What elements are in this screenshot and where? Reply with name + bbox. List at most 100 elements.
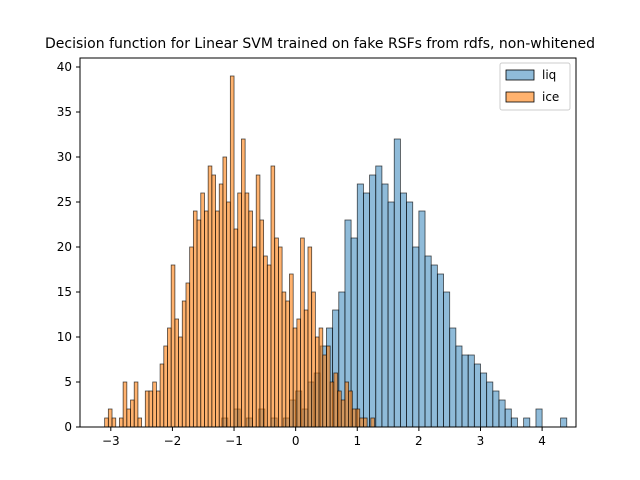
bar-ice xyxy=(107,408,113,428)
bar-ice xyxy=(211,174,216,428)
bar-ice xyxy=(311,291,316,428)
bar-ice xyxy=(322,354,327,428)
bar-ice xyxy=(170,264,176,428)
bar-ice xyxy=(204,210,209,428)
bar-liq xyxy=(443,291,451,428)
bar-ice xyxy=(233,228,239,428)
bar-ice xyxy=(348,390,353,428)
bar-ice xyxy=(266,264,272,428)
bar-ice xyxy=(318,327,324,428)
bar-ice xyxy=(289,273,294,428)
bar-ice xyxy=(207,165,213,428)
bar-ice xyxy=(277,246,283,428)
bar-ice xyxy=(174,318,179,428)
bar-liq xyxy=(375,165,383,428)
bar-ice xyxy=(144,390,150,428)
bar-ice xyxy=(340,399,346,428)
legend: liq ice xyxy=(499,62,571,111)
bar-ice xyxy=(152,381,157,428)
y-tick-label: 35 xyxy=(57,105,72,119)
x-tick-label: 0 xyxy=(292,434,300,448)
bar-ice xyxy=(192,210,198,428)
bar-ice xyxy=(255,174,261,428)
bar-liq xyxy=(399,192,407,428)
bar-liq xyxy=(381,183,389,428)
bar-ice xyxy=(307,246,313,428)
bar-liq xyxy=(393,138,401,428)
bar-ice xyxy=(126,408,131,428)
bar-ice xyxy=(300,237,305,428)
bar-ice xyxy=(104,417,109,428)
x-tick-label: 2 xyxy=(415,434,423,448)
legend-label-liq: liq xyxy=(542,68,556,82)
x-tick-label: 1 xyxy=(353,434,361,448)
bar-ice xyxy=(163,345,168,428)
bar-liq xyxy=(449,327,457,428)
bar-ice xyxy=(241,138,246,428)
bar-ice xyxy=(237,192,242,428)
bar-ice xyxy=(148,390,154,428)
bar-ice xyxy=(259,219,265,428)
bar-liq xyxy=(430,264,438,428)
bar-ice xyxy=(122,381,128,428)
bar-liq xyxy=(363,192,370,428)
bar-ice xyxy=(137,417,143,428)
y-tick-label: 0 xyxy=(64,420,72,434)
bar-ice xyxy=(155,390,161,428)
y-tick-label: 15 xyxy=(57,285,72,299)
bar-liq xyxy=(387,201,395,428)
bar-ice xyxy=(355,408,361,428)
bar-ice xyxy=(119,417,124,428)
y-tick-label: 20 xyxy=(57,240,72,254)
bar-ice xyxy=(244,192,250,428)
bar-ice xyxy=(215,210,220,428)
bar-ice xyxy=(281,291,287,428)
bar-ice xyxy=(185,282,191,428)
bar-liq xyxy=(473,363,481,428)
bar-liq xyxy=(523,417,531,428)
x-axis: −3 −2 −1 0 1 2 3 4 xyxy=(102,427,546,448)
y-tick-label: 10 xyxy=(57,330,72,344)
bars-layer xyxy=(104,75,568,428)
bar-liq xyxy=(424,255,432,428)
bar-ice xyxy=(130,399,135,428)
bar-liq xyxy=(436,273,444,428)
x-tick-label: 3 xyxy=(477,434,485,448)
bar-ice xyxy=(303,309,309,428)
bar-liq xyxy=(510,417,518,428)
bar-ice xyxy=(222,156,228,428)
legend-swatch-liq xyxy=(505,69,535,81)
y-axis: 0 5 10 15 20 25 30 35 40 xyxy=(57,60,80,434)
bar-ice xyxy=(337,390,342,428)
bar-ice xyxy=(270,165,276,428)
bar-ice xyxy=(344,381,350,428)
bar-ice xyxy=(189,246,194,428)
bar-liq xyxy=(461,354,469,428)
chart-title: Decision function for Linear SVM trained… xyxy=(45,36,595,52)
bar-liq xyxy=(412,246,420,428)
bar-liq xyxy=(560,417,568,428)
bar-ice xyxy=(326,345,331,428)
bar-ice xyxy=(159,363,165,428)
x-tick-label: −2 xyxy=(164,434,182,448)
bar-ice xyxy=(229,75,235,428)
bar-liq xyxy=(498,399,506,428)
bar-ice xyxy=(111,417,117,428)
bar-ice xyxy=(218,183,224,428)
bar-ice xyxy=(226,201,231,428)
bar-ice xyxy=(200,192,205,428)
bar-liq xyxy=(492,390,500,428)
x-tick-label: −1 xyxy=(225,434,243,448)
y-tick-label: 30 xyxy=(57,150,72,164)
bar-liq xyxy=(369,174,377,428)
bar-liq xyxy=(356,183,364,428)
y-tick-label: 40 xyxy=(57,60,72,74)
bar-ice xyxy=(370,417,375,428)
bar-liq xyxy=(480,372,488,428)
bar-ice xyxy=(333,372,338,428)
bar-ice xyxy=(252,246,257,428)
bar-liq xyxy=(455,345,463,428)
bar-ice xyxy=(292,327,298,428)
bar-ice xyxy=(363,417,368,428)
